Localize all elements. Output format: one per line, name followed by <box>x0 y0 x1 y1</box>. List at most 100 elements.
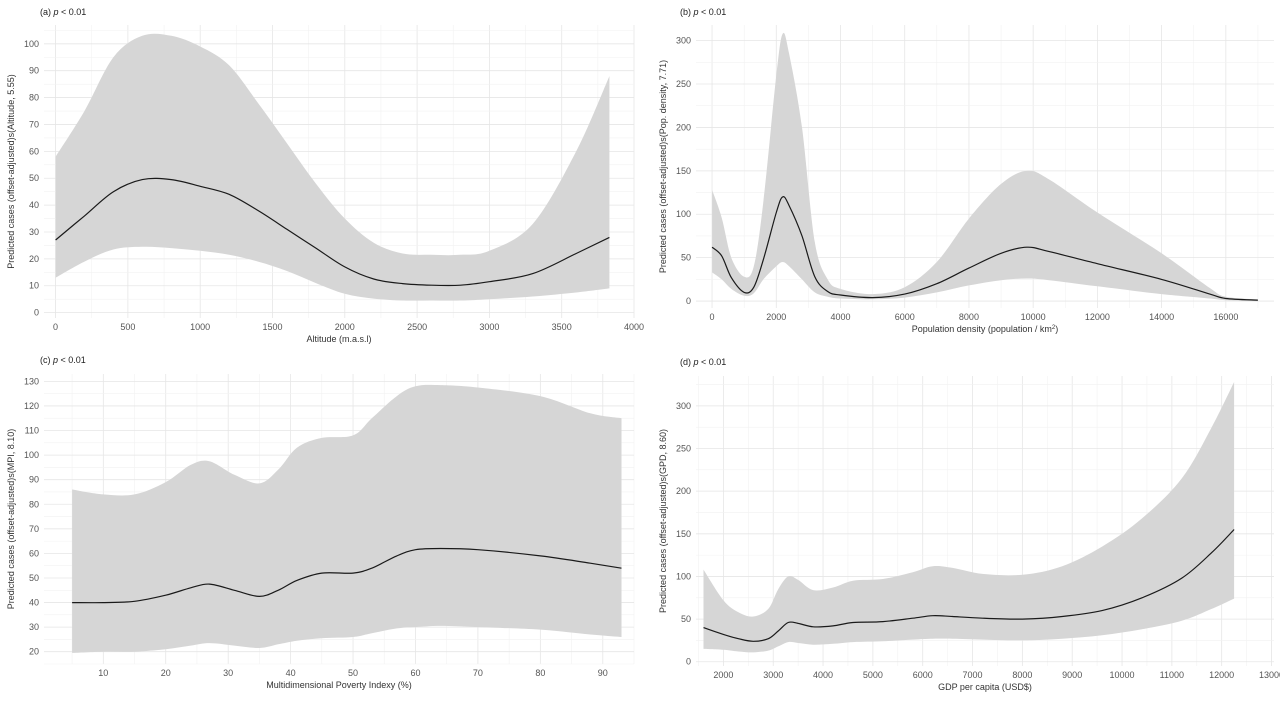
y-tick-label: 40 <box>29 200 39 210</box>
x-tick-label: 3000 <box>763 670 783 680</box>
x-axis-title: Population density (population / km2) <box>912 324 1058 334</box>
y-tick-label: 200 <box>676 122 691 132</box>
x-tick-label: 12000 <box>1209 670 1234 680</box>
panel-title-a: (a) p < 0.01 <box>40 7 86 17</box>
tick-labels: 0 2000 4000 6000 8000 10000 12000 14000 16000 0 50… <box>676 36 1238 322</box>
x-tick-label: 3500 <box>552 322 572 332</box>
tick-labels: 2000 3000 4000 5000 6000 7000 8000 9000 10000 110… <box>676 401 1280 680</box>
y-tick-label: 150 <box>676 529 691 539</box>
x-tick-label: 90 <box>598 668 608 678</box>
panel-title-b: (b) p < 0.01 <box>680 7 726 17</box>
x-tick-label: 40 <box>286 668 296 678</box>
y-tick-label: 0 <box>686 657 691 667</box>
x-tick-label: 1500 <box>262 322 282 332</box>
y-tick-label: 50 <box>681 253 691 263</box>
x-tick-label: 1000 <box>190 322 210 332</box>
chart-panel-a: (a) p < 0.01 0 500 1000 1500 2000 2500 3000 350… <box>0 0 644 356</box>
panel-title-d: (d) p < 0.01 <box>680 357 726 367</box>
y-tick-label: 130 <box>24 376 39 386</box>
y-tick-label: 60 <box>29 548 39 558</box>
x-tick-label: 11000 <box>1160 670 1184 680</box>
x-axis-title: GDP per capita (USD$) <box>938 682 1032 692</box>
y-tick-label: 60 <box>29 146 39 156</box>
y-tick-label: 30 <box>29 622 39 632</box>
y-tick-label: 10 <box>29 281 39 291</box>
x-tick-label: 8000 <box>1012 670 1032 680</box>
y-tick-label: 120 <box>24 401 39 411</box>
panel-label: (d) <box>680 357 691 367</box>
chart-svg-b: 0 2000 4000 6000 8000 10000 12000 14000 16000 0 50… <box>658 25 1274 334</box>
chart-panel-c: (c) p < 0.01 10 20 30 40 50 60 70 80 90 20 30 40 50 6… <box>0 355 640 712</box>
p-symbol: p <box>693 357 699 367</box>
x-tick-label: 30 <box>223 668 233 678</box>
y-tick-label: 110 <box>25 426 39 436</box>
y-tick-label: 50 <box>681 614 691 624</box>
x-tick-label: 6000 <box>913 670 933 680</box>
panel-label: (b) <box>680 7 691 17</box>
y-tick-label: 40 <box>29 598 39 608</box>
y-tick-label: 0 <box>34 308 39 318</box>
tick-labels: 10 20 30 40 50 60 70 80 90 20 30 40 50 60 70 80 90 100 110… <box>24 376 608 678</box>
x-tick-label: 14000 <box>1149 312 1174 322</box>
confidence-band <box>712 32 1258 302</box>
x-axis-title: Multidimensional Poverty Indexy (%) <box>266 680 412 690</box>
y-tick-label: 100 <box>24 450 39 460</box>
x-tick-label: 0 <box>53 322 58 332</box>
x-tick-label: 9000 <box>1062 670 1082 680</box>
x-axis-title: Altitude (m.a.s.l) <box>306 334 371 344</box>
p-symbol: p <box>693 7 699 17</box>
p-value: < 0.01 <box>698 357 727 367</box>
p-value: < 0.01 <box>698 7 727 17</box>
panel-title-c: (c) p < 0.01 <box>40 355 86 365</box>
y-tick-label: 90 <box>29 66 39 76</box>
x-tick-label: 4000 <box>813 670 833 680</box>
x-tick-label: 2000 <box>713 670 733 680</box>
y-axis-title: Predicted cases (offset-adjusted)s(MPI, … <box>6 429 16 609</box>
x-tick-label: 50 <box>348 668 358 678</box>
fitted-line <box>72 547 622 604</box>
fitted-line <box>55 177 610 287</box>
chart-panel-d: (d) p < 0.01 2000 3000 4000 5000 6000 7000 800… <box>640 356 1280 712</box>
confidence-band <box>703 382 1235 653</box>
y-tick-label: 100 <box>676 209 691 219</box>
y-tick-label: 30 <box>29 227 39 237</box>
x-tick-label: 3000 <box>479 322 499 332</box>
y-tick-label: 0 <box>686 296 691 306</box>
x-tick-label: 10000 <box>1110 670 1135 680</box>
p-value: < 0.01 <box>58 355 86 365</box>
x-tick-label: 8000 <box>959 312 979 322</box>
x-tick-label: 500 <box>120 322 135 332</box>
panel-label: (c) <box>40 355 51 365</box>
x-tick-label: 7000 <box>963 670 983 680</box>
x-tick-label: 2500 <box>407 322 427 332</box>
panel-label: (a) <box>40 7 51 17</box>
y-tick-label: 20 <box>29 647 39 657</box>
x-tick-label: 12000 <box>1085 312 1110 322</box>
p-value: < 0.01 <box>58 7 87 17</box>
tick-labels: 0 500 1000 1500 2000 2500 3000 3500 4000 0 10 20 30 4… <box>24 39 644 332</box>
y-tick-label: 100 <box>24 39 39 49</box>
x-tick-label: 80 <box>535 668 545 678</box>
y-axis-title: Predicted cases (offset-adjusted)s(Altit… <box>6 74 16 268</box>
y-tick-label: 70 <box>29 119 39 129</box>
y-tick-label: 50 <box>29 573 39 583</box>
chart-svg-d: 2000 3000 4000 5000 6000 7000 8000 9000 10000 110… <box>658 376 1280 692</box>
y-tick-label: 20 <box>29 254 39 264</box>
confidence-band <box>55 33 610 301</box>
y-tick-label: 250 <box>676 79 691 89</box>
chart-svg-a: 0 500 1000 1500 2000 2500 3000 3500 4000 0 10 20 30 4… <box>6 25 644 344</box>
fitted-line <box>703 529 1235 642</box>
y-tick-label: 70 <box>29 524 39 534</box>
p-symbol: p <box>53 355 59 365</box>
y-axis-title: Predicted cases (offset-adjusted)s(GPD, … <box>658 429 668 613</box>
y-tick-label: 80 <box>29 93 39 103</box>
x-tick-label: 10 <box>98 668 108 678</box>
x-tick-label: 20 <box>161 668 171 678</box>
x-tick-label: 2000 <box>335 322 355 332</box>
y-tick-label: 100 <box>676 571 691 581</box>
confidence-band <box>72 384 622 653</box>
y-axis-title: Predicted cases (offset-adjusted)s(Pop. … <box>658 60 668 273</box>
x-tick-label: 70 <box>473 668 483 678</box>
y-tick-label: 300 <box>676 36 691 46</box>
